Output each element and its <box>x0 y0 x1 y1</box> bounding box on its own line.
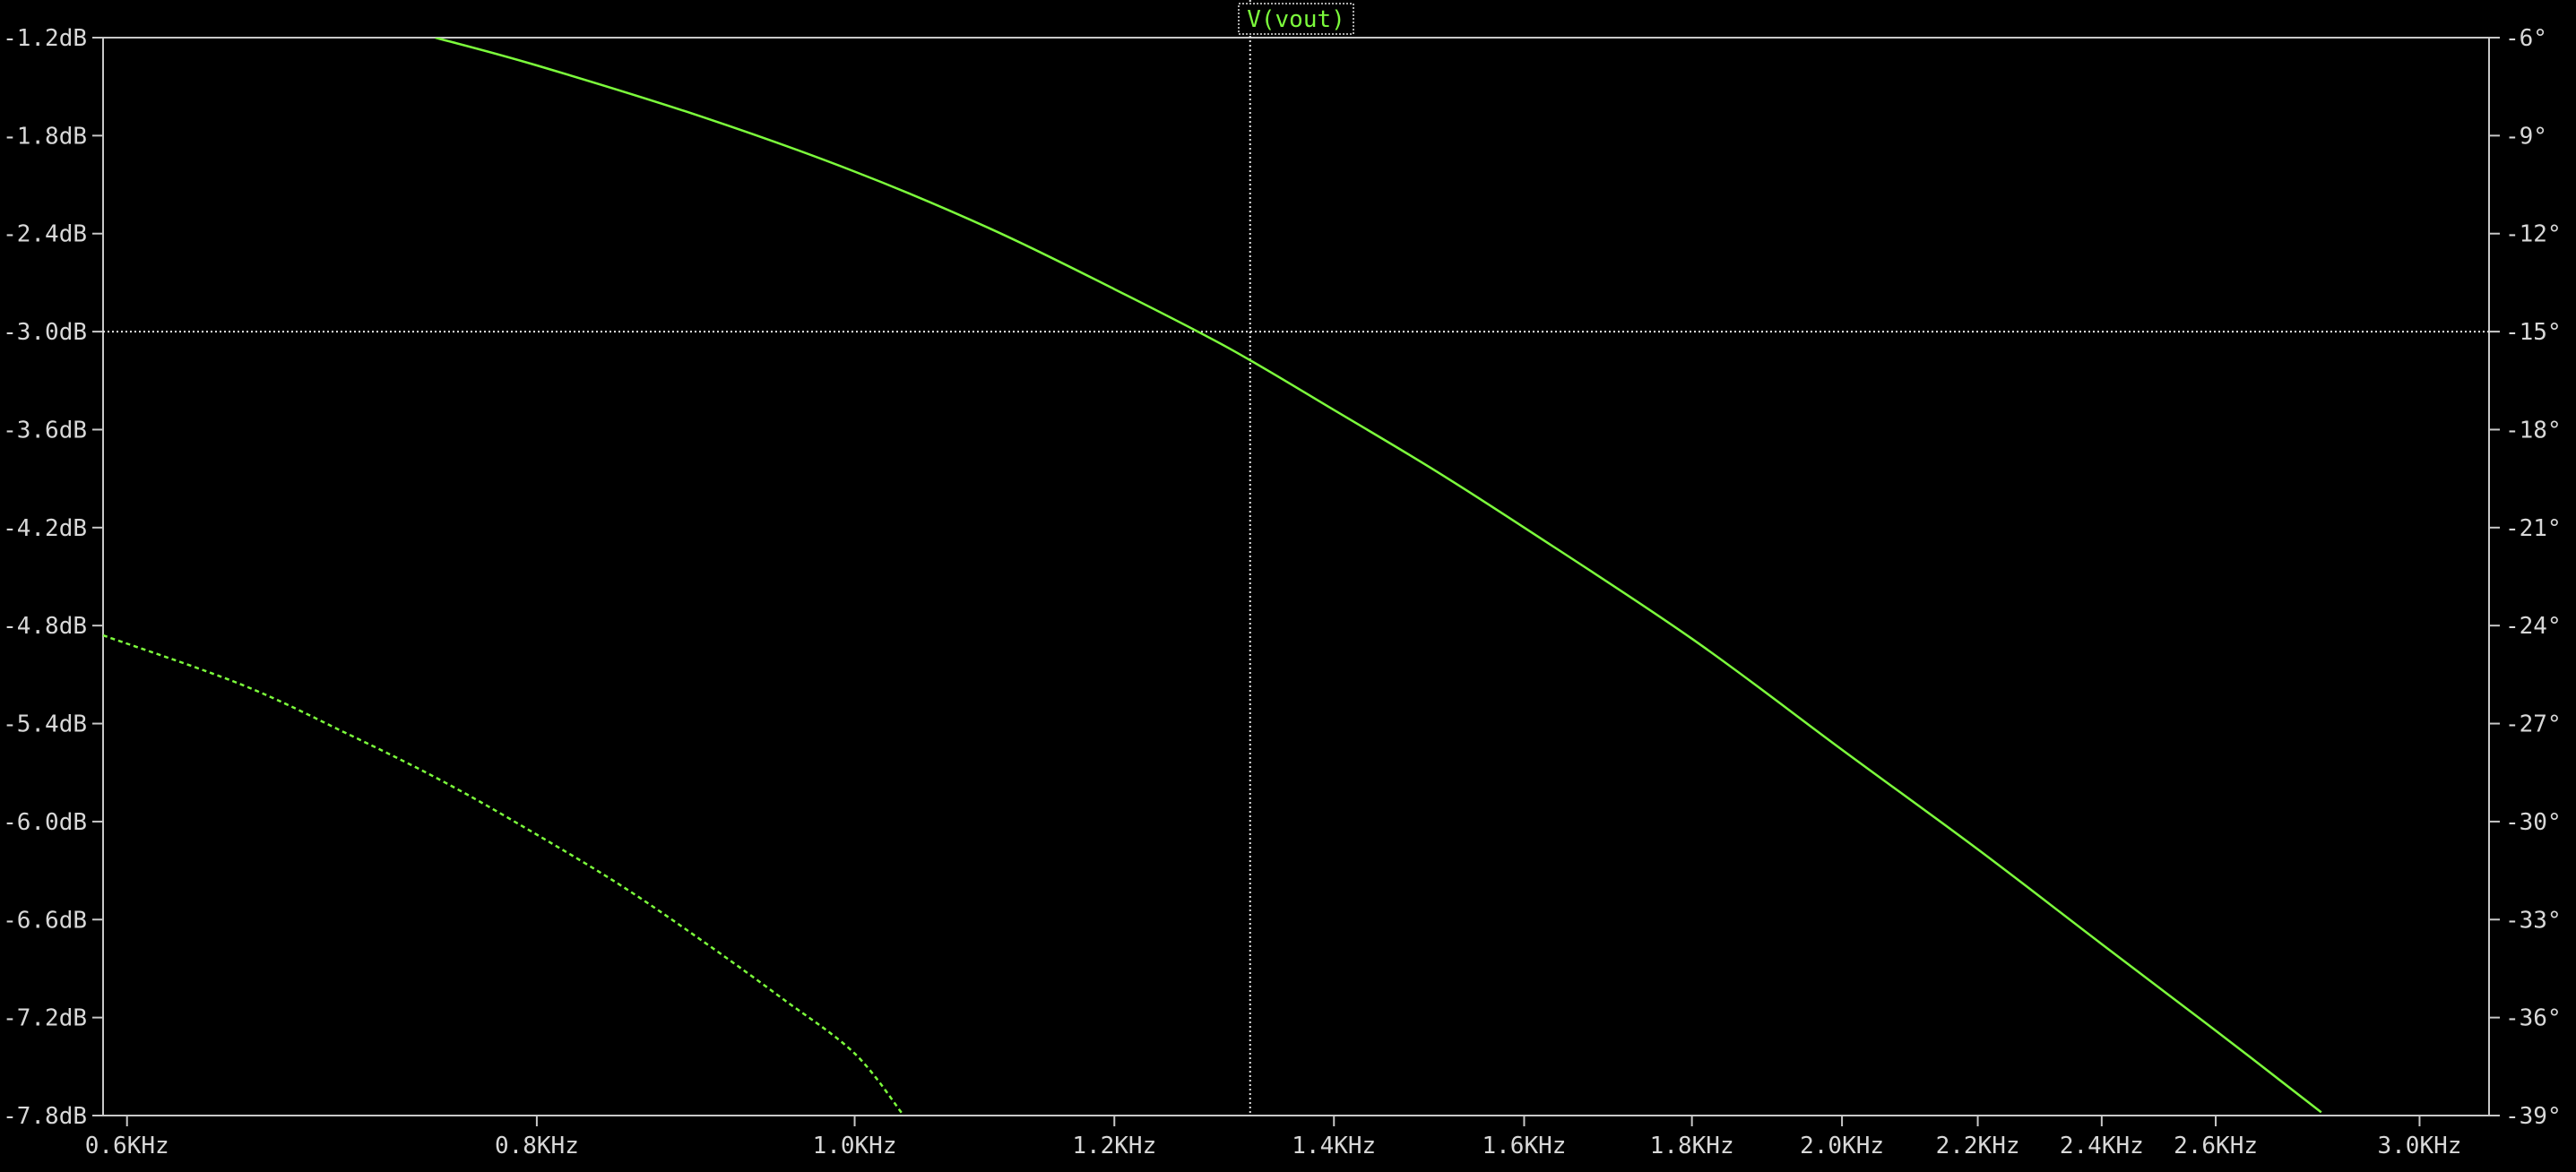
x-tick-label: 1.0KHz <box>813 1133 897 1159</box>
y-left-tick-label: -5.4dB <box>3 711 87 738</box>
y-right-tick-label: -36° <box>2505 1005 2562 1032</box>
y-right-tick-label: -9° <box>2505 123 2547 150</box>
x-tick-label: 1.6KHz <box>1482 1133 1567 1159</box>
y-right-tick-label: -33° <box>2505 907 2562 934</box>
y-right-tick-label: -21° <box>2505 515 2562 542</box>
x-tick-label: 0.8KHz <box>495 1133 579 1159</box>
y-left-tick-label: -3.6dB <box>3 417 87 444</box>
x-tick-label: 2.6KHz <box>2174 1133 2258 1159</box>
y-left-tick-label: -3.0dB <box>3 319 87 346</box>
y-left-tick-label: -6.6dB <box>3 907 87 934</box>
y-left-tick-label: -7.8dB <box>3 1103 87 1130</box>
x-tick-label: 1.4KHz <box>1292 1133 1376 1159</box>
x-tick-label: 3.0KHz <box>2378 1133 2462 1159</box>
phase-trace[interactable] <box>103 633 905 1116</box>
magnitude-trace[interactable] <box>435 38 2322 1114</box>
x-tick-label: 2.0KHz <box>1800 1133 1884 1159</box>
y-right-tick-label: -18° <box>2505 417 2562 444</box>
y-left-tick-label: -6.0dB <box>3 809 87 836</box>
y-left-tick-label: -2.4dB <box>3 221 87 248</box>
x-tick-label: 1.2KHz <box>1072 1133 1156 1159</box>
y-right-tick-label: -30° <box>2505 809 2562 836</box>
y-right-tick-label: -12° <box>2505 221 2562 248</box>
x-tick-label: 0.6KHz <box>85 1133 169 1159</box>
legend-label-vout[interactable]: V(vout) <box>1247 6 1345 33</box>
y-left-tick-label: -1.8dB <box>3 123 87 150</box>
y-left-tick-label: -7.2dB <box>3 1005 87 1032</box>
y-right-tick-label: -24° <box>2505 613 2562 640</box>
y-right-tick-label: -6° <box>2505 25 2547 52</box>
y-right-tick-label: -39° <box>2505 1103 2562 1130</box>
y-left-tick-label: -1.2dB <box>3 25 87 52</box>
plot-frame <box>102 37 2490 1116</box>
x-tick-label: 2.4KHz <box>2060 1133 2144 1159</box>
legend-box <box>1238 3 1354 35</box>
y-right-tick-label: -27° <box>2505 711 2562 738</box>
x-tick-label: 1.8KHz <box>1650 1133 1734 1159</box>
y-left-tick-label: -4.2dB <box>3 515 87 542</box>
y-left-tick-label: -4.8dB <box>3 613 87 640</box>
x-tick-label: 2.2KHz <box>1936 1133 2020 1159</box>
y-right-tick-label: -15° <box>2505 319 2562 346</box>
